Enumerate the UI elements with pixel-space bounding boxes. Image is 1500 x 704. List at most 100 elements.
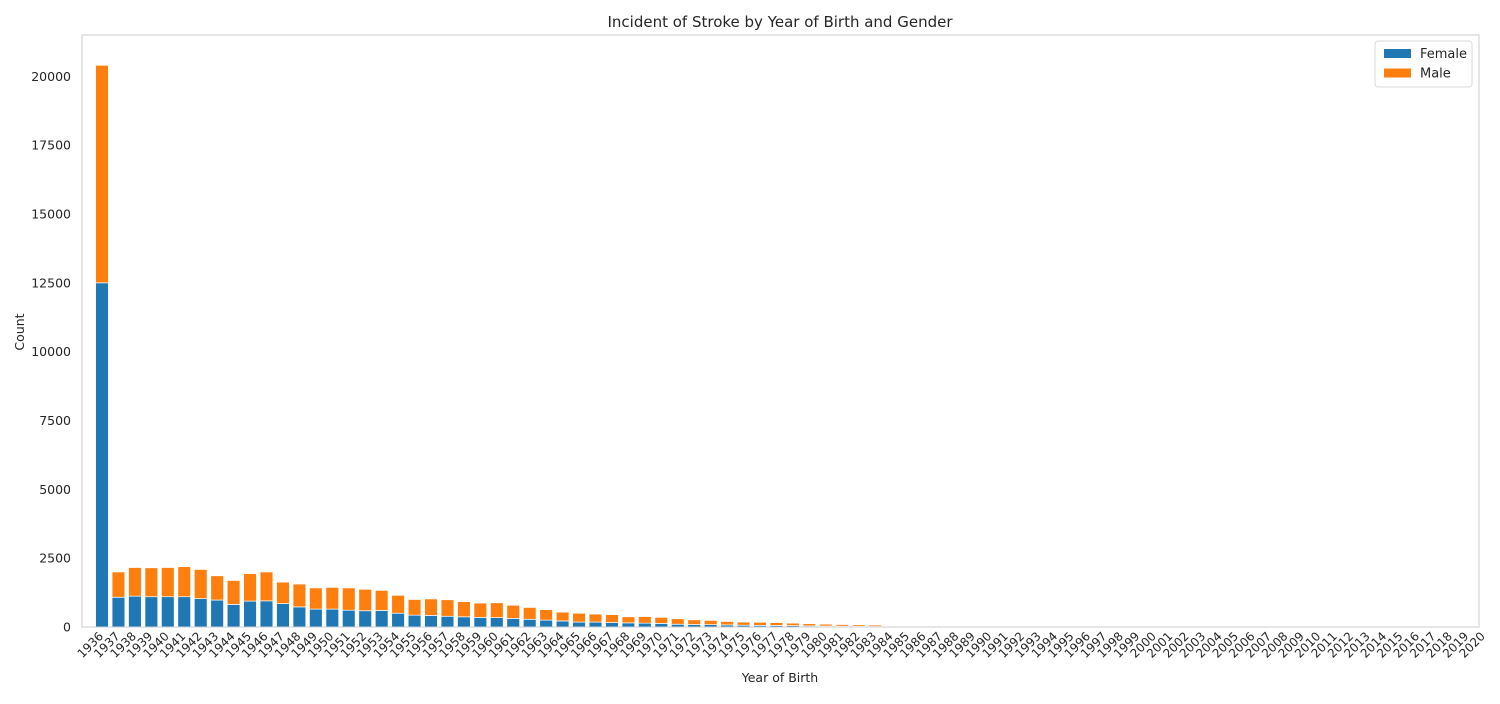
bar-male-1972 bbox=[687, 619, 701, 625]
bar-female-1962 bbox=[522, 618, 537, 628]
bar-male-1978 bbox=[786, 622, 800, 626]
bar-male-1974 bbox=[720, 621, 734, 626]
plot-frame bbox=[81, 34, 1480, 628]
bar-male-1952 bbox=[358, 588, 372, 612]
bar-female-1943 bbox=[210, 599, 224, 628]
bar-female-1956 bbox=[424, 615, 438, 628]
legend-swatch-female bbox=[1384, 49, 1411, 58]
bar-female-1938 bbox=[128, 595, 142, 628]
bar-female-1968 bbox=[621, 622, 636, 628]
bar-female-1949 bbox=[309, 608, 323, 628]
bar-male-1975 bbox=[736, 621, 751, 626]
bar-female-1955 bbox=[407, 614, 422, 628]
bar-female-1937 bbox=[111, 596, 126, 628]
bar-female-1959 bbox=[473, 617, 488, 628]
y-tick-label: 0 bbox=[63, 620, 71, 635]
bar-male-1941 bbox=[177, 566, 192, 598]
bar-female-1960 bbox=[490, 617, 504, 628]
bar-female-1945 bbox=[243, 600, 257, 628]
bar-male-1958 bbox=[457, 601, 471, 618]
bar-male-1946 bbox=[259, 571, 274, 602]
bar-male-1979 bbox=[802, 623, 817, 627]
bar-male-1940 bbox=[161, 567, 175, 598]
bar-male-1980 bbox=[819, 623, 833, 627]
bar-female-1942 bbox=[193, 598, 208, 628]
y-tick-label: 5000 bbox=[39, 482, 71, 497]
bar-male-1965 bbox=[572, 612, 586, 623]
bar-male-1957 bbox=[440, 599, 455, 617]
bar-female-1969 bbox=[638, 622, 652, 628]
bar-female-1964 bbox=[555, 620, 570, 628]
bar-female-1951 bbox=[342, 609, 356, 628]
bar-male-1947 bbox=[276, 581, 290, 604]
bar-female-1961 bbox=[506, 618, 521, 628]
bar-male-1949 bbox=[309, 587, 323, 610]
bar-male-1942 bbox=[193, 569, 208, 599]
bar-female-1967 bbox=[605, 622, 619, 628]
y-tick-label: 10000 bbox=[31, 344, 71, 359]
bar-male-1950 bbox=[325, 586, 340, 610]
bar-male-1954 bbox=[391, 594, 405, 614]
bar-male-1937 bbox=[111, 571, 126, 598]
bar-male-1961 bbox=[506, 604, 521, 619]
y-axis-ticks: 0 2500 5000 7500 10000 12500 15000 17500 20000 bbox=[31, 69, 71, 635]
bar-male-1951 bbox=[342, 587, 356, 611]
bars-layer bbox=[95, 64, 882, 628]
bar-female-1948 bbox=[292, 606, 307, 628]
bar-female-1940 bbox=[161, 596, 175, 628]
y-tick-label: 12500 bbox=[31, 275, 71, 290]
bar-male-1936 bbox=[95, 64, 109, 284]
bar-female-1944 bbox=[226, 604, 241, 628]
bar-female-1965 bbox=[572, 621, 586, 628]
bar-male-1968 bbox=[621, 616, 636, 624]
legend-swatch-male bbox=[1384, 68, 1411, 78]
bar-male-1943 bbox=[210, 575, 224, 601]
bar-female-1941 bbox=[177, 596, 192, 628]
bar-male-1977 bbox=[769, 622, 784, 626]
bar-female-1947 bbox=[276, 603, 290, 628]
bar-male-1962 bbox=[522, 607, 537, 620]
bar-male-1953 bbox=[374, 590, 389, 611]
bar-female-1952 bbox=[358, 610, 372, 628]
bar-male-1939 bbox=[144, 567, 159, 598]
legend-label-male: Male bbox=[1420, 67, 1451, 82]
y-axis-label: Count bbox=[12, 313, 27, 350]
bar-male-1955 bbox=[407, 599, 422, 616]
y-tick-label: 20000 bbox=[31, 69, 71, 84]
bar-female-1946 bbox=[259, 600, 274, 628]
bar-female-1970 bbox=[654, 623, 669, 628]
bar-male-1945 bbox=[243, 573, 257, 602]
bar-male-1959 bbox=[473, 602, 488, 618]
y-tick-label: 2500 bbox=[39, 551, 71, 566]
legend: Female Male bbox=[1374, 40, 1473, 88]
bar-female-1954 bbox=[391, 612, 405, 628]
bar-male-1970 bbox=[654, 617, 669, 624]
bar-male-1948 bbox=[292, 583, 307, 608]
chart-title: Incident of Stroke by Year of Birth and … bbox=[607, 13, 953, 31]
y-tick-label: 17500 bbox=[31, 138, 71, 153]
bar-female-1957 bbox=[440, 615, 455, 628]
bar-female-1939 bbox=[144, 596, 159, 628]
bar-male-1956 bbox=[424, 598, 438, 616]
bar-male-1967 bbox=[605, 614, 619, 623]
bar-female-1966 bbox=[588, 621, 603, 628]
bar-male-1963 bbox=[539, 609, 553, 621]
bar-male-1944 bbox=[226, 580, 241, 605]
bar-female-1936 bbox=[95, 282, 109, 628]
bar-female-1953 bbox=[374, 610, 389, 628]
bar-male-1960 bbox=[490, 602, 504, 618]
bar-male-1971 bbox=[670, 618, 685, 625]
bar-male-1983 bbox=[868, 624, 882, 627]
bar-male-1938 bbox=[128, 567, 142, 597]
bar-female-1958 bbox=[457, 616, 471, 628]
bar-male-1964 bbox=[555, 611, 570, 622]
y-tick-label: 7500 bbox=[39, 413, 71, 428]
x-axis-ticks: 1936193719381939194019411942194319441945… bbox=[75, 629, 1488, 660]
bar-male-1982 bbox=[851, 624, 866, 627]
y-tick-label: 15000 bbox=[31, 207, 71, 222]
bar-male-1973 bbox=[703, 620, 718, 626]
bar-male-1981 bbox=[835, 624, 849, 627]
bar-male-1966 bbox=[588, 613, 603, 623]
